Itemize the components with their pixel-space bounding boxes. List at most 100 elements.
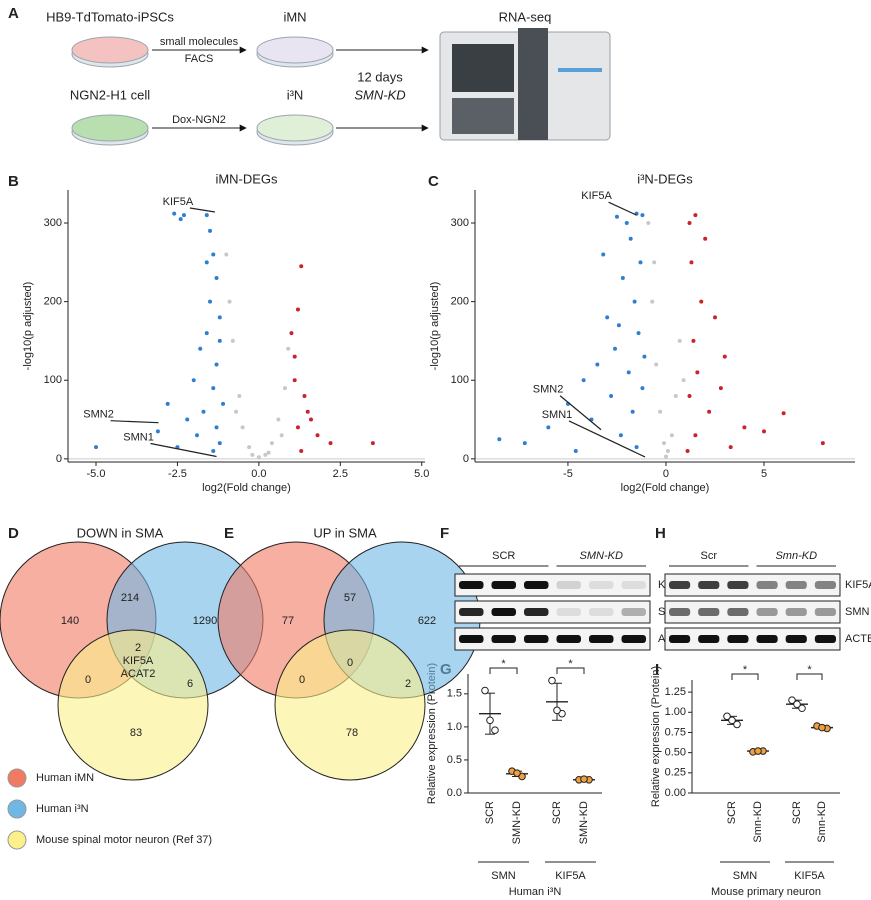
point [191,378,196,383]
gene-pointer [110,420,159,424]
blot-band [669,635,691,643]
y-tick-label: 200 [44,296,62,308]
point [681,378,686,383]
point [595,362,600,367]
point [211,386,216,391]
blot-band [556,635,581,643]
point [663,454,668,459]
y-tick-label: 0.5 [447,754,462,766]
method-label: Dox-NGN2 [172,114,226,126]
point [634,445,639,450]
replicate-point [733,720,741,729]
gene-label: SMN2 [533,384,564,396]
point [308,417,313,422]
point [237,393,242,398]
point [687,393,692,398]
point [522,441,527,446]
point [546,425,551,430]
y-tick-label: 1.25 [665,686,686,698]
blot-band [524,635,549,643]
point [669,433,674,438]
point [214,276,219,281]
y-tick-label: 100 [451,374,469,386]
x-tick-label: Smn-KD [816,801,828,843]
panel-label: C [428,173,439,190]
gene-label: KIF5A [163,196,194,208]
cell-label: NGN2-H1 cell [70,87,150,102]
y-tick-label: 0 [56,453,62,465]
point [194,433,199,438]
venn-count: 214 [121,592,139,604]
y-tick-label: 300 [451,217,469,229]
x-tick-label: -5.0 [87,468,106,480]
y-tick-label: 1.0 [447,721,462,733]
footer-label: Mouse primary neuron [711,886,821,898]
venn-count: 2 [135,642,141,654]
replicate-point [553,706,561,715]
dish-top [71,114,149,142]
point [693,213,698,218]
protein-label: ACTB [845,633,871,645]
point [718,386,723,391]
blot-band [556,608,581,616]
legend-swatch [7,830,27,850]
blot-band [589,608,614,616]
point [713,315,717,320]
venn-count: 0 [299,674,305,686]
footer-label: Human i³N [509,886,562,898]
readout-label: RNA-seq [499,9,552,24]
legend-label: Human i³N [36,803,89,815]
point [292,378,297,383]
group-label: KIF5A [555,870,586,882]
venn-count: 6 [187,678,193,690]
blot-band [491,608,516,616]
blot-strip [664,600,841,624]
point [630,409,635,414]
x-tick-label: Smn-KD [752,801,764,843]
point [601,252,606,257]
blot-band [785,581,807,589]
venn-circle [57,629,209,781]
y-tick-label: 200 [451,296,469,308]
y-tick-label: 1.00 [665,706,686,718]
point [654,362,659,367]
x-tick-label: SCR [791,801,803,824]
venn-count: 1290 [193,615,217,627]
gene-label: KIF5A [581,190,612,202]
lane-group-label: SCR [492,550,515,562]
blot-band [621,635,646,643]
point [208,228,213,233]
blot-band [756,581,778,589]
point [624,221,629,226]
x-tick-label: 0 [663,468,669,480]
point [263,452,268,457]
y-axis-label: Relative expression (Protein) [426,663,438,804]
y-tick-label: 0.25 [665,767,686,779]
blot-band [785,635,807,643]
blot-strip [664,627,841,651]
point [632,299,637,304]
group-label: SMN [733,870,758,882]
point [722,354,727,359]
point [626,370,631,375]
venn-gene: KIF5A [123,655,154,667]
y-tick-label: 0.75 [665,726,686,738]
point [292,354,297,359]
blot-band [669,581,691,589]
point [286,346,291,351]
significance-label: * [501,658,506,670]
point [221,401,226,406]
gene-pointer [568,420,646,458]
blot-band [756,608,778,616]
gene-label: SMN2 [83,409,114,421]
y-axis-label: -log10(p adjusted) [22,282,34,371]
point [240,425,245,430]
point [658,409,663,414]
legend-swatch [7,799,27,819]
x-tick-label: 5.0 [414,468,429,480]
venn-title: UP in SMA [313,525,377,540]
sequencer-slot [558,68,602,72]
blot-band [727,608,749,616]
point [781,411,786,416]
panel-label: B [8,173,19,190]
